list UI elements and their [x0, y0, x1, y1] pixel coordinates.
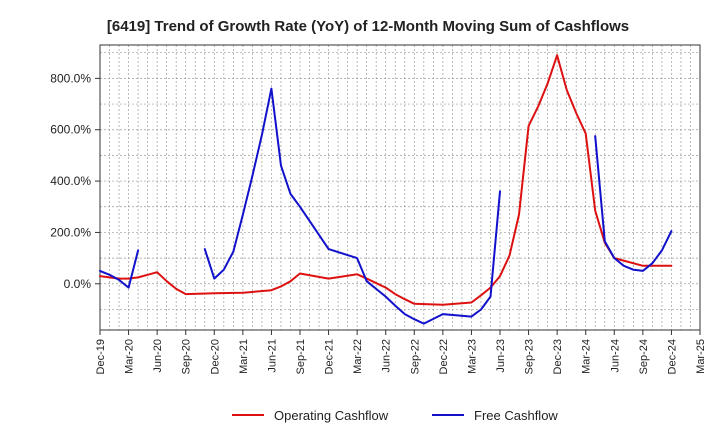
x-tick-label: Mar-21 — [238, 339, 250, 374]
free-cashflow-line — [203, 87, 501, 325]
x-tick-label: Mar-24 — [581, 339, 593, 374]
legend: Operating Cashflow Free Cashflow — [232, 408, 558, 423]
x-tick-label: Jun-23 — [495, 339, 507, 373]
grid-layer — [100, 45, 700, 330]
x-tick-label: Sep-20 — [181, 339, 193, 374]
y-tick-label: 600.0% — [50, 123, 91, 137]
y-tick-label: 0.0% — [64, 277, 92, 291]
y-tick-label: 200.0% — [50, 225, 91, 239]
x-tick-label: Dec-23 — [552, 339, 564, 374]
free-cashflow-line — [594, 135, 673, 272]
chart-title: [6419] Trend of Growth Rate (YoY) of 12-… — [107, 18, 629, 35]
x-tick-label: Dec-19 — [95, 339, 107, 374]
legend-label-free-cashflow: Free Cashflow — [474, 408, 558, 423]
x-tick-label: Jun-20 — [152, 339, 164, 373]
operating-cashflow-line — [99, 54, 673, 306]
axis-layer: 0.0% 200.0% 400.0% 600.0% 800.0% Dec-19 Mar-20… — [50, 44, 707, 374]
x-tick-label: Dec-22 — [438, 339, 450, 374]
x-tick-label: Jun-24 — [609, 339, 621, 373]
x-tick-label: Mar-23 — [466, 339, 478, 374]
x-tick-label: Mar-22 — [352, 339, 364, 374]
legend-label-operating-cashflow: Operating Cashflow — [274, 408, 389, 423]
x-tick-label: Jun-21 — [266, 339, 278, 373]
x-tick-label: Sep-22 — [409, 339, 421, 374]
x-tick-label: Dec-24 — [666, 339, 678, 374]
x-tick-label: Jun-22 — [381, 339, 393, 373]
x-tick-label: Sep-23 — [524, 339, 536, 374]
x-tick-label: Sep-24 — [638, 339, 650, 374]
x-tick-label: Mar-25 — [695, 339, 707, 374]
free-cashflow-line — [99, 249, 140, 289]
y-tick-label: 800.0% — [50, 71, 91, 85]
series-layer — [99, 54, 673, 325]
x-tick-label: Sep-21 — [295, 339, 307, 374]
x-tick-label: Dec-20 — [209, 339, 221, 374]
plot-frame — [99, 44, 701, 331]
y-tick-label: 400.0% — [50, 174, 91, 188]
x-tick-label: Dec-21 — [324, 339, 336, 374]
x-tick-label: Mar-20 — [124, 339, 136, 374]
